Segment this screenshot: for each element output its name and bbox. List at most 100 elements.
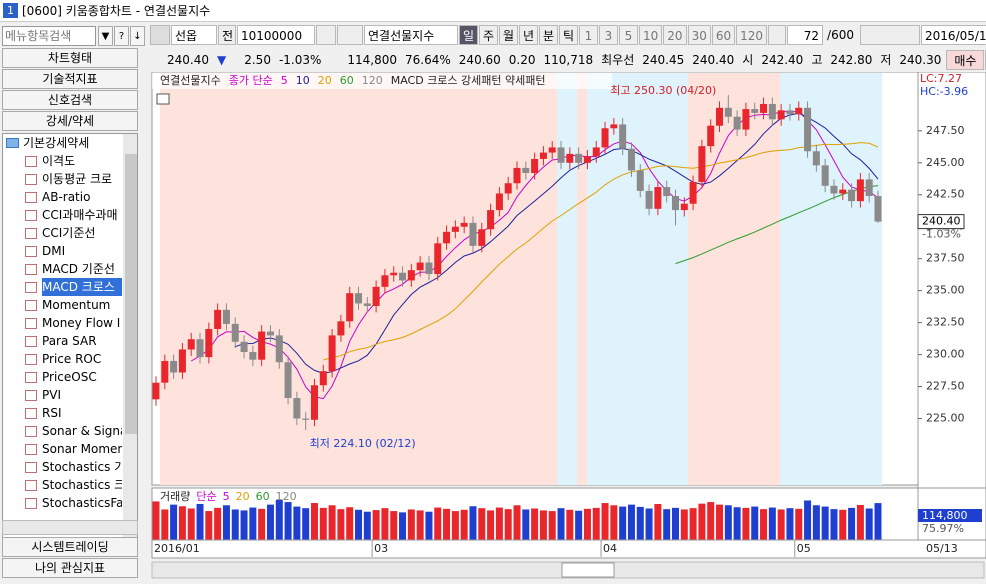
toolbar-field[interactable]: 틱 — [559, 25, 578, 45]
tree-item[interactable]: RSI — [42, 406, 62, 420]
candle-body — [531, 158, 539, 174]
search-button[interactable]: ↓ — [130, 26, 145, 46]
volume-bar — [830, 509, 838, 540]
quote-rate: -1.03% — [278, 53, 322, 67]
menu-button[interactable]: 신호검색 — [2, 90, 138, 110]
toolbar-field[interactable]: 30 — [687, 25, 711, 45]
toolbar-field[interactable] — [316, 25, 336, 45]
y-tick-label: 230.00 — [926, 348, 965, 361]
toolbar-field[interactable]: 전 — [218, 25, 236, 45]
toolbar-field[interactable]: 분 — [539, 25, 558, 45]
candle-body — [601, 128, 609, 148]
toolbar-field[interactable]: 72 — [787, 25, 824, 45]
scroll-thumb — [561, 562, 615, 578]
search-box[interactable]: 메뉴항목검색 — [2, 26, 96, 46]
menu-button[interactable]: 강세/약세 — [2, 111, 138, 131]
toolbar-field[interactable]: 1 — [579, 25, 598, 45]
candle-body — [804, 107, 812, 152]
toolbar-field[interactable]: 년 — [519, 25, 538, 45]
toolbar-field[interactable]: 60 — [711, 25, 736, 45]
volume-bar — [548, 511, 556, 540]
volume-bar — [240, 510, 248, 540]
menu-button[interactable]: 시스템트레이딩 — [2, 537, 138, 557]
tree-item[interactable]: MACD 기준선 — [42, 262, 115, 276]
toolbar-field[interactable]: 주 — [479, 25, 498, 45]
volume-bar — [399, 512, 407, 540]
toolbar-field[interactable]: 120 — [736, 25, 768, 45]
toolbar-field[interactable] — [150, 25, 170, 45]
ma-line — [235, 112, 879, 374]
last-price-box — [917, 214, 965, 230]
candle-body — [874, 196, 882, 222]
quote-bid: 240.40 — [692, 53, 735, 67]
toolbar-field[interactable]: 2016/05/13 — [921, 25, 986, 45]
toolbar-field[interactable]: 10 — [639, 25, 663, 45]
buy-button[interactable]: 매수 — [946, 50, 985, 70]
toolbar-field[interactable] — [768, 25, 787, 45]
grid-icon — [156, 93, 170, 105]
candle-body — [240, 341, 248, 353]
volume-bar — [328, 505, 336, 540]
tree-item[interactable]: Momentum — [42, 298, 111, 312]
candle-body — [689, 181, 697, 204]
tree-item[interactable]: AB-ratio — [42, 190, 91, 204]
toolbar-field[interactable]: 3 — [599, 25, 618, 45]
quote-high-label: 고 — [811, 53, 823, 67]
volume-bar — [513, 505, 521, 540]
volume-bar — [821, 506, 829, 540]
tree-item[interactable]: Sonar Momen — [42, 442, 122, 456]
candle-body — [249, 352, 257, 360]
tree-item[interactable]: Money Flow I — [42, 316, 121, 330]
tree-item[interactable]: StochasticsFa — [42, 496, 122, 510]
tree-item[interactable]: DMI — [42, 244, 66, 258]
toolbar-field[interactable]: 10100000 — [237, 25, 315, 45]
candle-body — [187, 339, 195, 350]
tree-folder-icon — [6, 138, 19, 148]
tree-item[interactable]: Price ROC — [42, 352, 102, 366]
volume-bar — [539, 510, 547, 540]
search-button[interactable]: ▼ — [98, 26, 113, 46]
toolbar-field[interactable] — [860, 25, 921, 45]
item-icon — [25, 372, 37, 383]
candle-body — [619, 124, 627, 149]
toolbar-field[interactable]: 일 — [459, 25, 478, 45]
volume-bar — [178, 506, 186, 540]
tree-item[interactable]: MACD 크로스 — [42, 278, 122, 296]
toolbar-field[interactable]: 연결선물지수 — [364, 25, 458, 45]
tree-item[interactable]: Stochastics 기 — [42, 460, 122, 474]
toolbar-field[interactable]: 5 — [619, 25, 638, 45]
tree-item[interactable]: 이격도 — [42, 154, 76, 168]
tree-item[interactable]: 이동평균 크로 — [42, 172, 113, 186]
hc-note: HC:-3.96 — [920, 85, 968, 98]
quote-arrow: ▼ — [217, 53, 227, 67]
toolbar-field[interactable]: 월 — [499, 25, 518, 45]
legend-name: 연결선물지수 — [160, 74, 221, 87]
tree-item[interactable]: PriceOSC — [42, 370, 97, 384]
legend-ma: 60 — [340, 74, 354, 87]
candle-body — [302, 418, 310, 420]
volume-bar — [839, 509, 847, 540]
x-tick-label: 04 — [603, 542, 617, 555]
menu-button[interactable]: 나의 관심지표 — [2, 558, 138, 578]
tree-item[interactable]: CCI기준선 — [42, 226, 96, 240]
item-icon — [25, 192, 37, 203]
toolbar-field[interactable] — [337, 25, 363, 45]
tree-item[interactable]: Stochastics 크 — [42, 478, 122, 492]
menu-button[interactable]: 기술적지표 — [2, 69, 138, 89]
legend-ma-label: 종가 단순 — [229, 74, 273, 87]
cursor-date: 05/13 — [926, 542, 958, 555]
last-volume: 114,800 — [922, 509, 968, 522]
toolbar-field[interactable]: 20 — [663, 25, 687, 45]
candle-body — [416, 262, 424, 271]
tree-item[interactable]: PVI — [42, 388, 61, 402]
menu-button[interactable]: 차트형태 — [2, 48, 138, 68]
candle-body — [205, 329, 213, 358]
candle-body — [698, 146, 706, 182]
candle-body — [654, 187, 662, 209]
tree-item[interactable]: CCI과매수과매 — [42, 208, 118, 222]
toolbar-field[interactable]: 선옵 — [171, 25, 217, 45]
search-button[interactable]: ? — [114, 26, 129, 46]
tree-item[interactable]: Sonar & Signa — [42, 424, 122, 438]
tree-root[interactable]: 기본강세약세 — [23, 136, 90, 150]
tree-item[interactable]: Para SAR — [42, 334, 97, 348]
